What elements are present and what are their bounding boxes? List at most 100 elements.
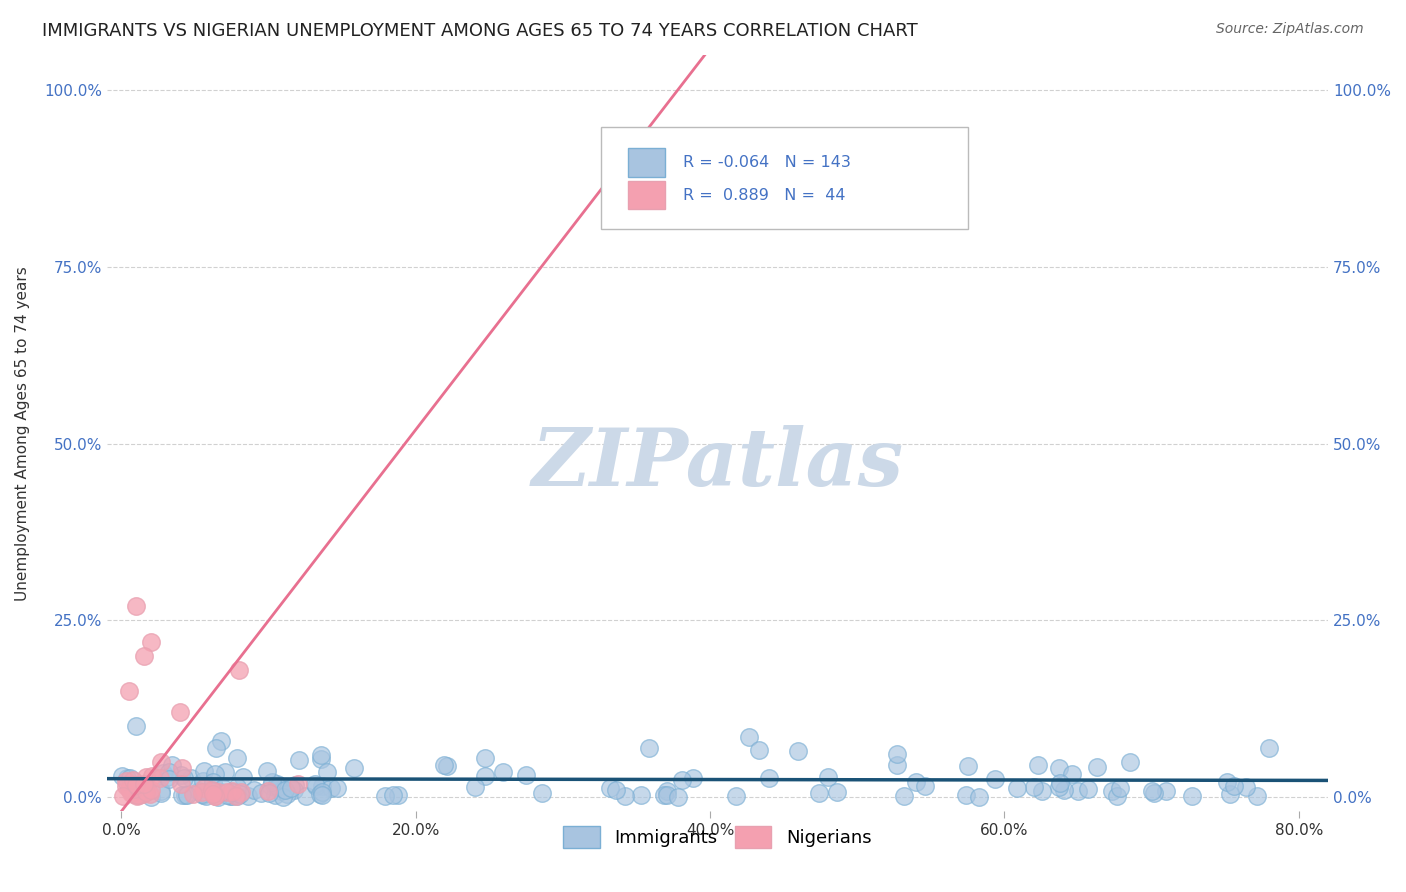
Point xyxy=(311,780,333,794)
Point xyxy=(1053,783,1076,797)
Point xyxy=(236,789,259,804)
Point xyxy=(174,789,197,803)
Point xyxy=(131,788,153,802)
Point xyxy=(201,787,224,801)
Point xyxy=(139,788,162,802)
Point xyxy=(152,765,174,780)
Point xyxy=(808,786,831,800)
Point xyxy=(1077,781,1099,796)
Point xyxy=(204,789,226,803)
Point xyxy=(256,764,278,779)
Point xyxy=(284,778,307,792)
Point xyxy=(904,775,927,789)
FancyBboxPatch shape xyxy=(602,127,967,229)
Point xyxy=(118,771,141,785)
Point xyxy=(288,753,311,767)
Point xyxy=(125,719,148,733)
Point xyxy=(655,784,678,798)
Point xyxy=(433,757,456,772)
Point xyxy=(308,787,330,801)
Point xyxy=(321,780,343,795)
Text: R =  0.889   N =  44: R = 0.889 N = 44 xyxy=(683,187,846,202)
Point xyxy=(287,777,309,791)
Point xyxy=(474,769,496,783)
Point xyxy=(1005,781,1028,796)
Point xyxy=(207,789,229,804)
Point xyxy=(120,786,142,800)
Point xyxy=(157,772,180,787)
Point xyxy=(243,783,266,797)
Point xyxy=(1142,786,1164,800)
Point xyxy=(638,741,661,756)
Point xyxy=(162,758,184,772)
Point xyxy=(530,786,553,800)
Point xyxy=(217,785,239,799)
Point xyxy=(305,779,328,793)
Point xyxy=(127,788,149,802)
Point xyxy=(1119,756,1142,770)
Point xyxy=(1246,789,1268,804)
Point xyxy=(264,781,287,796)
Point xyxy=(984,772,1007,787)
Point xyxy=(139,634,162,648)
Point xyxy=(605,783,627,797)
Point xyxy=(666,789,689,804)
Point xyxy=(221,785,243,799)
Y-axis label: Unemployment Among Ages 65 to 74 years: Unemployment Among Ages 65 to 74 years xyxy=(15,266,30,600)
Point xyxy=(1067,783,1090,797)
Point xyxy=(122,773,145,788)
Point xyxy=(204,740,226,755)
Point xyxy=(271,789,294,804)
Point xyxy=(150,786,173,800)
Point xyxy=(1047,780,1070,794)
Point xyxy=(180,772,202,786)
Point xyxy=(1258,740,1281,755)
Point xyxy=(599,781,621,796)
Point xyxy=(436,759,458,773)
Point xyxy=(112,789,135,804)
Point xyxy=(967,789,990,804)
Point xyxy=(957,758,980,772)
Point xyxy=(1026,758,1049,772)
Point xyxy=(387,789,409,803)
Point xyxy=(201,782,224,797)
Point xyxy=(125,599,148,614)
Point xyxy=(267,780,290,794)
Point xyxy=(111,769,134,783)
Point xyxy=(1234,780,1257,794)
Point xyxy=(125,778,148,792)
Point xyxy=(311,785,333,799)
Point xyxy=(515,768,537,782)
Point xyxy=(156,770,179,784)
Point xyxy=(817,770,839,784)
Point xyxy=(304,777,326,791)
Point xyxy=(1223,779,1246,793)
Text: Source: ZipAtlas.com: Source: ZipAtlas.com xyxy=(1216,22,1364,37)
Point xyxy=(115,772,138,786)
Point xyxy=(229,787,252,801)
Point xyxy=(343,761,366,775)
Point xyxy=(172,788,194,802)
Point xyxy=(492,764,515,779)
Point xyxy=(1154,784,1177,798)
Point xyxy=(135,770,157,784)
Point xyxy=(157,765,180,780)
Point xyxy=(176,788,198,802)
Point xyxy=(1181,789,1204,804)
Point xyxy=(260,779,283,793)
Point xyxy=(311,789,333,803)
Point xyxy=(193,764,215,779)
Point xyxy=(122,787,145,801)
Point xyxy=(204,789,226,803)
Point xyxy=(150,783,173,797)
Point xyxy=(671,773,693,788)
Point xyxy=(132,648,155,663)
Text: R = -0.064   N = 143: R = -0.064 N = 143 xyxy=(683,155,851,170)
Point xyxy=(191,787,214,801)
Point xyxy=(1216,775,1239,789)
Point xyxy=(266,777,288,791)
Point xyxy=(381,788,404,802)
Point xyxy=(170,777,193,791)
Point xyxy=(737,731,759,745)
Point xyxy=(193,774,215,789)
